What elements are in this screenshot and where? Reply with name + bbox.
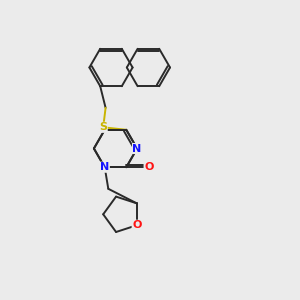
Text: N: N bbox=[100, 162, 109, 172]
Text: N: N bbox=[133, 143, 142, 154]
Text: O: O bbox=[132, 220, 142, 230]
Text: O: O bbox=[144, 162, 154, 172]
Text: S: S bbox=[99, 122, 107, 132]
